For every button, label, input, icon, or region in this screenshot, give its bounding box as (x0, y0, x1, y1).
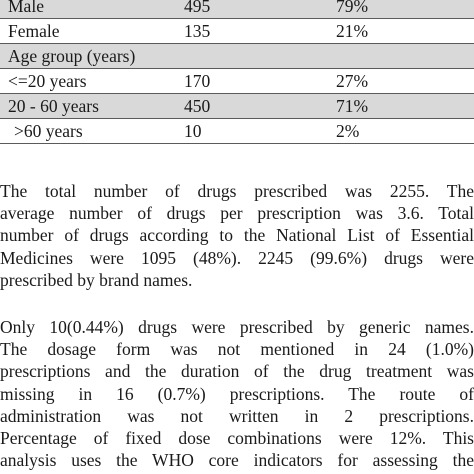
text-line: Percentage of fixed dose combinations we… (0, 428, 474, 449)
row-count: 450 (174, 93, 336, 119)
row-percent: 79% (336, 0, 474, 19)
row-percent: 71% (336, 93, 474, 119)
text-line: prescriptions and the duration of the dr… (0, 361, 474, 382)
table-row-under-20: <=20 years 170 27% (0, 68, 474, 94)
row-percent: 2% (336, 118, 474, 144)
table-row-male: Male 495 79% (0, 0, 474, 19)
row-count: 10 (174, 118, 336, 144)
text-line: average number of drugs per prescription… (0, 203, 474, 224)
row-label: Male (0, 0, 174, 19)
table-row-over-60: >60 years 10 2% (0, 118, 474, 144)
text-line: missing in 16 (0.7%) prescriptions. The … (0, 383, 474, 404)
row-label: 20 - 60 years (0, 93, 174, 119)
text-line: The dosage form was not mentioned in 24 … (0, 339, 474, 360)
row-label: >60 years (0, 118, 174, 144)
text-line: The total number of drugs prescribed was… (0, 181, 474, 201)
text-line: Only 10(0.44%) drugs were prescribed by … (0, 317, 474, 337)
age-group-heading: Age group (years) (0, 43, 474, 69)
paragraph-generic-names: Only 10(0.44%) drugs were prescribed by … (0, 316, 474, 471)
table-row-age-group-header: Age group (years) (0, 43, 474, 69)
row-label: <=20 years (0, 68, 174, 94)
row-percent: 21% (336, 18, 474, 44)
text-line: analysis uses the WHO core indicators fo… (0, 450, 474, 471)
paragraph-drug-totals: The total number of drugs prescribed was… (0, 180, 474, 291)
text-line: prescribed by brand names. (0, 269, 193, 290)
text-line: administration was not written in 2 pres… (0, 405, 474, 426)
row-count: 135 (174, 18, 336, 44)
row-percent: 27% (336, 68, 474, 94)
text-line: Medicines were 1095 (48%). 2245 (99.6%) … (0, 247, 474, 268)
text-line: number of drugs according to the Nationa… (0, 225, 474, 246)
row-count: 495 (174, 0, 336, 19)
row-label: Female (0, 18, 174, 44)
table-row-female: Female 135 21% (0, 18, 474, 44)
table-row-20-60: 20 - 60 years 450 71% (0, 93, 474, 119)
demographics-table: Male 495 79% Female 135 21% Age group (y… (0, 0, 474, 144)
row-count: 170 (174, 68, 336, 94)
